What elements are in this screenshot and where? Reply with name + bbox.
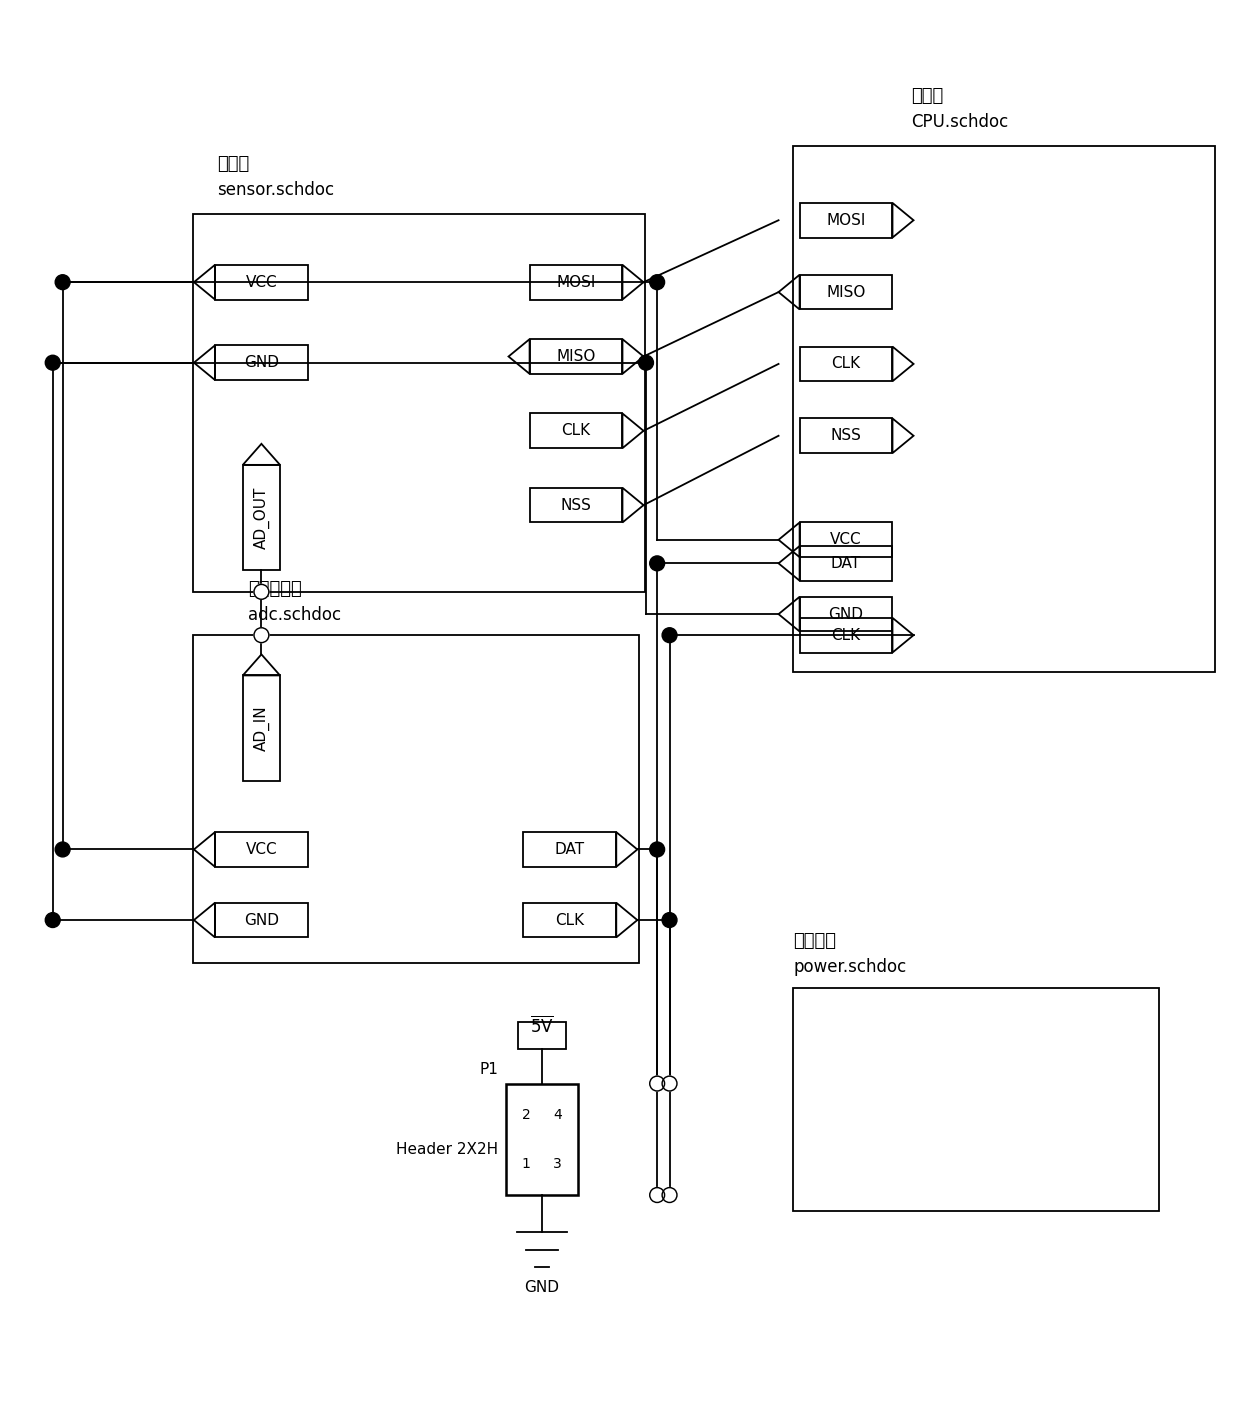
Text: 1: 1 [522,1156,531,1171]
Text: CLK: CLK [832,356,861,372]
Text: GND: GND [828,607,863,622]
Bar [506,1084,578,1195]
Text: DAT: DAT [554,841,585,857]
Bar [243,465,280,570]
Bar [800,522,893,558]
Circle shape [254,585,269,599]
Text: power.schdoc: power.schdoc [794,958,906,976]
Bar [529,265,622,299]
Text: CPU.schdoc: CPU.schdoc [911,114,1008,131]
Bar [518,1022,565,1049]
Circle shape [56,841,69,857]
Text: $\overline{\mathrm{5V}}$: $\overline{\mathrm{5V}}$ [529,1016,554,1036]
Bar [523,902,616,938]
Text: 3: 3 [553,1156,562,1171]
Text: adc.schdoc: adc.schdoc [248,606,341,624]
Bar [215,265,308,299]
Circle shape [662,1076,677,1091]
Bar [529,339,622,373]
Bar [215,832,308,867]
Bar [800,546,893,580]
Circle shape [662,1188,677,1202]
Text: DAT: DAT [831,556,861,570]
Text: VCC: VCC [831,532,862,548]
Text: MOSI: MOSI [826,213,866,227]
Text: P1: P1 [480,1063,498,1077]
Text: NSS: NSS [560,498,591,512]
Bar [529,413,622,448]
Bar [523,832,616,867]
Bar [800,346,893,382]
Text: VCC: VCC [246,275,278,289]
Text: AD_IN: AD_IN [253,705,269,751]
Text: CLK: CLK [556,912,584,928]
Circle shape [662,912,677,928]
Text: 2: 2 [522,1108,531,1122]
Text: NSS: NSS [831,429,862,443]
Text: MISO: MISO [557,349,595,365]
Text: 模数转换器: 模数转换器 [248,580,303,597]
Bar [243,675,280,780]
Text: GND: GND [244,355,279,370]
Circle shape [662,627,677,643]
Text: AD_OUT: AD_OUT [253,487,269,549]
Bar [800,597,893,631]
Circle shape [650,556,665,570]
Text: sensor.schdoc: sensor.schdoc [217,182,335,199]
Text: CLK: CLK [562,423,590,438]
Circle shape [650,1076,665,1091]
Circle shape [254,627,269,643]
Bar [215,902,308,938]
Bar [800,275,893,309]
Circle shape [46,355,61,370]
Circle shape [639,355,653,370]
Circle shape [650,1188,665,1202]
Circle shape [650,275,665,289]
Text: MISO: MISO [826,285,866,299]
Bar [800,617,893,653]
Bar [794,988,1159,1212]
Text: 控制器: 控制器 [911,87,944,105]
Text: 4: 4 [553,1108,562,1122]
Text: GND: GND [525,1280,559,1296]
Text: 传感器: 传感器 [217,155,249,173]
Text: VCC: VCC [246,841,278,857]
Circle shape [650,841,665,857]
Bar [800,419,893,453]
Bar [800,203,893,237]
Text: GND: GND [244,912,279,928]
Bar [215,345,308,380]
Text: MOSI: MOSI [557,275,595,289]
Circle shape [56,275,69,289]
Circle shape [46,912,61,928]
Bar [529,488,622,522]
Bar [192,636,639,964]
Text: Header 2X2H: Header 2X2H [397,1142,498,1156]
Text: 电源模块: 电源模块 [794,932,837,949]
Bar [192,214,645,592]
Bar [794,146,1214,673]
Text: CLK: CLK [832,627,861,643]
